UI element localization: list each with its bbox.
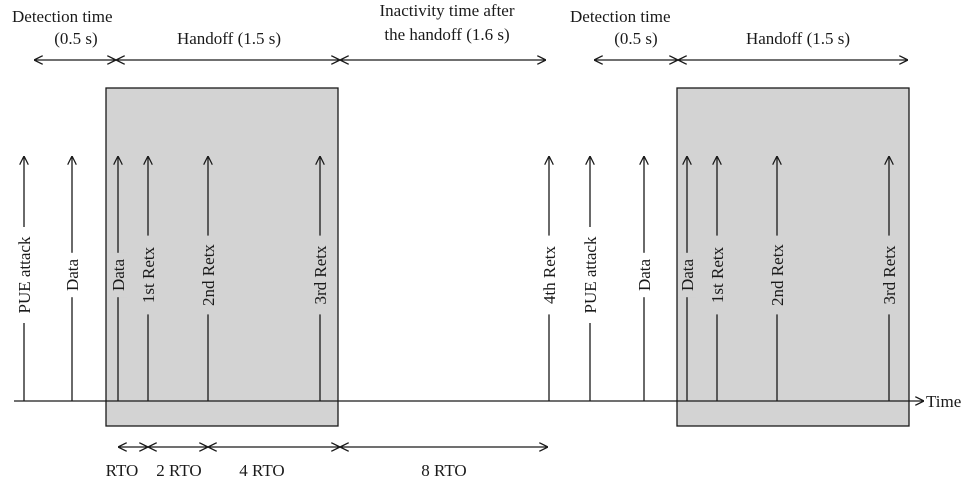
time-axis-label: Time <box>926 392 961 411</box>
event-label-gap <box>63 252 81 298</box>
event-label: 2nd Retx <box>768 244 787 306</box>
event-label: 4th Retx <box>540 245 559 304</box>
event-label-gap <box>708 235 726 315</box>
event-label: 3rd Retx <box>311 245 330 305</box>
event-label: Data <box>63 259 82 292</box>
event-label: Data <box>109 259 128 292</box>
rto-label-4: 8 RTO <box>421 461 466 480</box>
event-label-gap <box>768 235 786 315</box>
event-label-gap <box>880 235 898 315</box>
event-label: 2nd Retx <box>199 244 218 306</box>
event-label: Data <box>678 259 697 292</box>
event-label-gap <box>15 227 33 323</box>
event-label-gap <box>139 235 157 315</box>
event-label-gap <box>678 252 696 298</box>
event-label-gap <box>581 227 599 323</box>
event-label: 1st Retx <box>708 246 727 303</box>
inactivity-label-line2: the handoff (1.6 s) <box>384 25 509 44</box>
detection-time-value-2: (0.5 s) <box>614 29 657 48</box>
rto-label-3: 4 RTO <box>239 461 284 480</box>
event-label-gap <box>311 235 329 315</box>
event-label: 1st Retx <box>139 246 158 303</box>
handoff-label-1: Handoff (1.5 s) <box>177 29 281 48</box>
event-label: PUE attack <box>581 236 600 313</box>
rto-label-2: 2 RTO <box>156 461 201 480</box>
event-label: PUE attack <box>15 236 34 313</box>
event-label: 3rd Retx <box>880 245 899 305</box>
rto-label-1: RTO <box>106 461 139 480</box>
event-label: Data <box>635 259 654 292</box>
detection-time-label-2: Detection time <box>570 7 671 26</box>
event-label-gap <box>540 235 558 315</box>
event-label-gap <box>199 235 217 315</box>
inactivity-label-line1: Inactivity time after <box>380 1 515 20</box>
handoff-label-2: Handoff (1.5 s) <box>746 29 850 48</box>
detection-time-value-1: (0.5 s) <box>54 29 97 48</box>
detection-time-label-1: Detection time <box>12 7 113 26</box>
event-label-gap <box>109 252 127 298</box>
event-label-gap <box>635 252 653 298</box>
